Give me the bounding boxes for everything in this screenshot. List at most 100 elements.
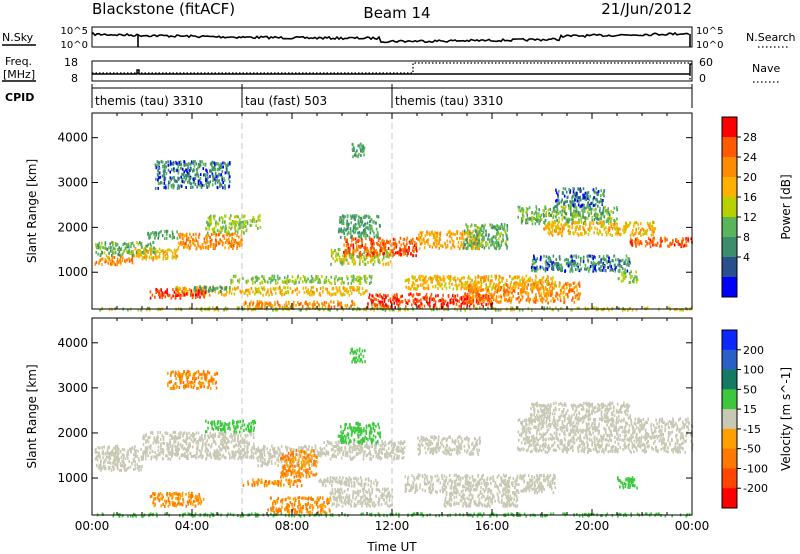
range-cell xyxy=(623,231,625,235)
range-cell xyxy=(310,286,313,290)
range-cell xyxy=(243,214,246,218)
range-cell xyxy=(538,222,540,226)
range-cell xyxy=(301,305,304,309)
range-cell xyxy=(218,172,220,176)
range-cell xyxy=(138,249,140,252)
range-cell xyxy=(112,251,114,254)
range-cell xyxy=(302,286,305,290)
range-cell xyxy=(165,232,168,236)
range-cell xyxy=(443,241,446,245)
range-cell xyxy=(331,292,334,296)
range-cell xyxy=(430,292,433,296)
range-cell xyxy=(205,179,207,183)
range-cell xyxy=(230,239,233,243)
range-cell xyxy=(187,238,190,242)
range-cell xyxy=(379,241,382,245)
range-cell xyxy=(548,214,551,217)
range-cell xyxy=(432,232,434,236)
range-cell xyxy=(608,222,610,225)
range-cell xyxy=(463,232,466,236)
range-cell xyxy=(199,163,202,167)
range-cell xyxy=(556,292,558,296)
range-cell xyxy=(544,221,546,225)
range-cell xyxy=(618,277,620,281)
range-cell xyxy=(210,232,213,236)
range-cell xyxy=(137,253,140,257)
range-cell xyxy=(119,253,121,257)
range-cell xyxy=(249,223,252,227)
range-cell xyxy=(242,226,244,229)
range-cell xyxy=(568,264,570,268)
range-cell xyxy=(449,278,452,282)
range-cell xyxy=(210,161,213,165)
range-cell xyxy=(317,275,319,279)
range-cell xyxy=(614,227,616,231)
range-cell xyxy=(217,174,219,178)
range-cell xyxy=(206,239,208,243)
range-cell xyxy=(304,277,307,281)
range-cell xyxy=(375,306,378,310)
range-cell xyxy=(131,256,134,260)
range-cell xyxy=(517,205,520,209)
range-cell xyxy=(106,248,109,251)
range-cell xyxy=(595,269,598,273)
range-cell xyxy=(239,241,241,245)
range-cell xyxy=(251,308,253,312)
range-cell xyxy=(143,251,145,255)
range-cell xyxy=(605,269,607,273)
range-cell xyxy=(584,263,587,267)
range-cell xyxy=(360,277,363,280)
range-cell xyxy=(640,228,642,232)
range-cell xyxy=(222,186,224,190)
range-cell xyxy=(352,248,355,252)
range-cell xyxy=(592,269,594,273)
range-cell xyxy=(171,162,173,166)
range-cell xyxy=(259,306,262,310)
range-cell xyxy=(521,207,524,211)
range-cell xyxy=(543,294,546,298)
range-cell xyxy=(667,244,669,248)
range-cell xyxy=(395,299,397,303)
range-cell xyxy=(322,289,324,293)
range-cell xyxy=(526,285,528,289)
range-cell xyxy=(666,238,668,242)
range-cell xyxy=(351,215,353,219)
range-cell xyxy=(468,297,470,301)
range-cell xyxy=(219,285,221,289)
range-cell xyxy=(498,282,500,286)
range-cell xyxy=(487,237,489,241)
range-cell xyxy=(229,244,231,248)
data-region xyxy=(351,142,366,159)
range-cell xyxy=(267,280,269,284)
range-cell xyxy=(502,284,505,288)
range-cell xyxy=(462,295,465,299)
range-cell xyxy=(230,222,233,226)
range-cell xyxy=(579,225,581,229)
range-cell xyxy=(255,290,257,294)
range-cell xyxy=(231,236,233,240)
range-cell xyxy=(221,228,223,232)
range-cell xyxy=(504,298,506,302)
range-cell xyxy=(634,240,636,244)
range-cell xyxy=(535,269,538,273)
range-cell xyxy=(134,247,137,251)
range-cell xyxy=(365,237,367,241)
range-cell xyxy=(339,235,342,239)
range-cell xyxy=(373,220,375,224)
range-cell xyxy=(345,228,347,232)
range-cell xyxy=(261,274,263,278)
range-cell xyxy=(140,308,142,312)
range-cell xyxy=(255,219,258,223)
range-cell xyxy=(264,280,267,284)
range-cell xyxy=(150,246,153,250)
range-cell xyxy=(223,293,225,297)
range-cell xyxy=(111,257,113,261)
range-cell xyxy=(636,275,638,279)
range-cell xyxy=(492,294,494,298)
range-cell xyxy=(546,279,549,283)
range-cell xyxy=(132,252,134,256)
range-cell xyxy=(490,237,493,241)
range-cell xyxy=(576,293,578,297)
range-cell xyxy=(548,232,551,236)
